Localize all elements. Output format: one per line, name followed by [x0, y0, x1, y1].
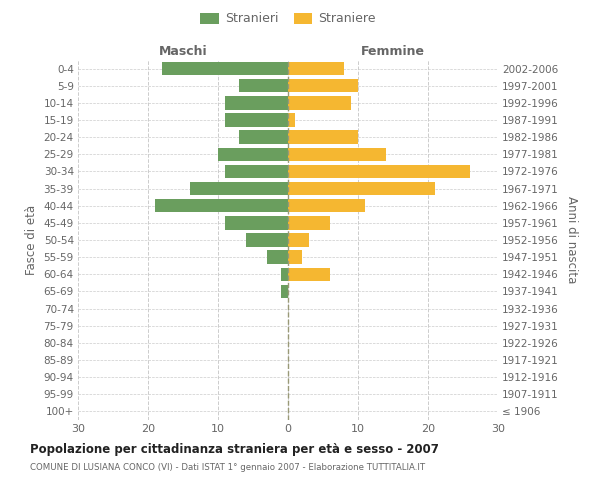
Bar [218, 148, 288, 161]
Bar [281, 284, 288, 298]
Legend: Stranieri, Straniere: Stranieri, Straniere [196, 8, 380, 29]
Bar [239, 79, 288, 92]
Text: COMUNE DI LUSIANA CONCO (VI) - Dati ISTAT 1° gennaio 2007 - Elaborazione TUTTITA: COMUNE DI LUSIANA CONCO (VI) - Dati ISTA… [30, 462, 425, 471]
Bar [288, 268, 330, 281]
Bar [288, 164, 470, 178]
Y-axis label: Anni di nascita: Anni di nascita [565, 196, 578, 284]
Bar [288, 216, 330, 230]
Bar [281, 268, 288, 281]
Bar [239, 130, 288, 144]
Bar [246, 234, 288, 246]
Bar [288, 199, 365, 212]
Bar [225, 216, 288, 230]
Bar [288, 130, 358, 144]
Bar [288, 234, 309, 246]
Bar [225, 164, 288, 178]
Text: Popolazione per cittadinanza straniera per età e sesso - 2007: Popolazione per cittadinanza straniera p… [30, 442, 439, 456]
Bar [225, 96, 288, 110]
Y-axis label: Fasce di età: Fasce di età [25, 205, 38, 275]
Bar [162, 62, 288, 76]
Bar [267, 250, 288, 264]
Bar [155, 199, 288, 212]
Bar [288, 96, 351, 110]
Bar [288, 250, 302, 264]
Bar [288, 79, 358, 92]
Text: Femmine: Femmine [361, 46, 425, 59]
Bar [288, 182, 435, 196]
Text: Maschi: Maschi [158, 46, 208, 59]
Bar [288, 62, 344, 76]
Bar [288, 148, 386, 161]
Bar [190, 182, 288, 196]
Bar [288, 114, 295, 126]
Bar [225, 114, 288, 126]
